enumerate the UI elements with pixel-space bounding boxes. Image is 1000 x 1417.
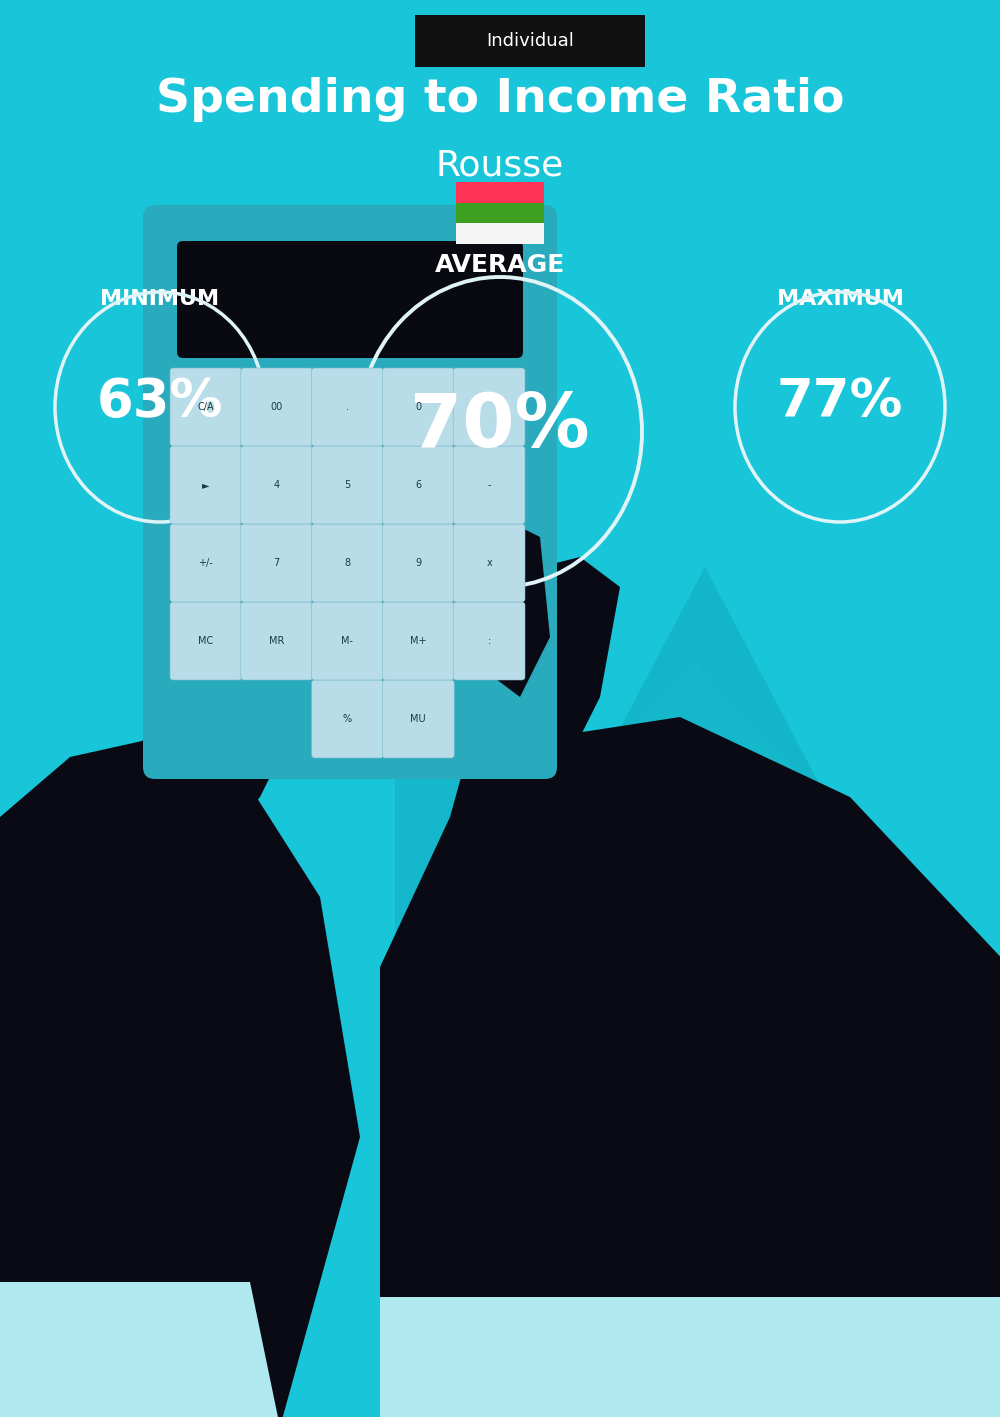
FancyBboxPatch shape bbox=[740, 782, 778, 852]
FancyBboxPatch shape bbox=[755, 1151, 900, 1163]
FancyBboxPatch shape bbox=[170, 368, 242, 446]
FancyBboxPatch shape bbox=[456, 181, 544, 203]
Text: 70%: 70% bbox=[410, 391, 590, 463]
FancyBboxPatch shape bbox=[312, 602, 383, 680]
FancyBboxPatch shape bbox=[908, 1127, 962, 1166]
Text: -: - bbox=[487, 480, 491, 490]
FancyBboxPatch shape bbox=[382, 368, 454, 446]
Text: 9: 9 bbox=[415, 558, 421, 568]
Text: MC: MC bbox=[198, 636, 214, 646]
Polygon shape bbox=[450, 557, 620, 818]
FancyBboxPatch shape bbox=[755, 1125, 900, 1138]
Text: M-: M- bbox=[341, 636, 353, 646]
FancyBboxPatch shape bbox=[382, 602, 454, 680]
Text: 63%: 63% bbox=[97, 376, 223, 428]
FancyBboxPatch shape bbox=[312, 524, 383, 602]
Text: 0: 0 bbox=[415, 402, 421, 412]
Text: MINIMUM: MINIMUM bbox=[100, 289, 220, 309]
Text: +/-: +/- bbox=[199, 558, 213, 568]
FancyBboxPatch shape bbox=[312, 680, 383, 758]
FancyBboxPatch shape bbox=[312, 368, 383, 446]
Text: $: $ bbox=[924, 1223, 946, 1251]
Text: ►: ► bbox=[202, 480, 210, 490]
FancyBboxPatch shape bbox=[711, 972, 720, 1107]
FancyBboxPatch shape bbox=[453, 524, 525, 602]
FancyBboxPatch shape bbox=[755, 1138, 900, 1151]
FancyBboxPatch shape bbox=[177, 241, 523, 359]
Text: 00: 00 bbox=[271, 402, 283, 412]
Polygon shape bbox=[355, 587, 505, 937]
Text: 8: 8 bbox=[344, 558, 351, 568]
Polygon shape bbox=[0, 1282, 280, 1417]
Text: Individual: Individual bbox=[486, 33, 574, 50]
Text: %: % bbox=[343, 714, 352, 724]
FancyBboxPatch shape bbox=[241, 368, 313, 446]
Text: 77%: 77% bbox=[777, 376, 903, 428]
FancyBboxPatch shape bbox=[848, 1076, 896, 1111]
Text: $: $ bbox=[864, 1155, 880, 1179]
FancyBboxPatch shape bbox=[241, 446, 313, 524]
FancyBboxPatch shape bbox=[241, 602, 313, 680]
FancyBboxPatch shape bbox=[382, 524, 454, 602]
FancyBboxPatch shape bbox=[550, 832, 840, 1107]
Text: .: . bbox=[346, 402, 349, 412]
Text: AVERAGE: AVERAGE bbox=[435, 254, 565, 276]
FancyBboxPatch shape bbox=[456, 203, 544, 224]
Polygon shape bbox=[0, 737, 360, 1417]
Text: MU: MU bbox=[410, 714, 426, 724]
FancyBboxPatch shape bbox=[755, 1163, 900, 1178]
Text: Rousse: Rousse bbox=[436, 147, 564, 181]
FancyBboxPatch shape bbox=[170, 524, 242, 602]
FancyBboxPatch shape bbox=[143, 205, 557, 779]
Text: x: x bbox=[486, 558, 492, 568]
FancyBboxPatch shape bbox=[645, 972, 720, 1107]
FancyBboxPatch shape bbox=[170, 602, 242, 680]
Text: 4: 4 bbox=[274, 480, 280, 490]
FancyBboxPatch shape bbox=[170, 446, 242, 524]
Text: C/A: C/A bbox=[198, 402, 214, 412]
FancyBboxPatch shape bbox=[456, 224, 544, 244]
Polygon shape bbox=[590, 567, 820, 1087]
Text: 7: 7 bbox=[274, 558, 280, 568]
FancyBboxPatch shape bbox=[453, 368, 525, 446]
Text: :: : bbox=[487, 636, 491, 646]
Polygon shape bbox=[220, 567, 310, 737]
FancyBboxPatch shape bbox=[382, 446, 454, 524]
FancyBboxPatch shape bbox=[645, 972, 654, 1107]
Text: 5: 5 bbox=[344, 480, 351, 490]
Text: MR: MR bbox=[269, 636, 284, 646]
Polygon shape bbox=[535, 662, 855, 832]
Ellipse shape bbox=[817, 1102, 927, 1221]
FancyBboxPatch shape bbox=[241, 524, 313, 602]
Ellipse shape bbox=[870, 1159, 1000, 1305]
Polygon shape bbox=[460, 517, 550, 697]
Text: MAXIMUM: MAXIMUM bbox=[777, 289, 903, 309]
Polygon shape bbox=[380, 717, 1000, 1417]
FancyBboxPatch shape bbox=[382, 680, 454, 758]
FancyBboxPatch shape bbox=[415, 16, 645, 67]
FancyBboxPatch shape bbox=[312, 446, 383, 524]
FancyBboxPatch shape bbox=[453, 602, 525, 680]
FancyBboxPatch shape bbox=[453, 446, 525, 524]
Polygon shape bbox=[120, 606, 300, 867]
FancyBboxPatch shape bbox=[755, 1112, 900, 1125]
Text: 6: 6 bbox=[415, 480, 421, 490]
Polygon shape bbox=[380, 1297, 1000, 1417]
Text: M+: M+ bbox=[410, 636, 427, 646]
Text: Spending to Income Ratio: Spending to Income Ratio bbox=[156, 77, 844, 122]
